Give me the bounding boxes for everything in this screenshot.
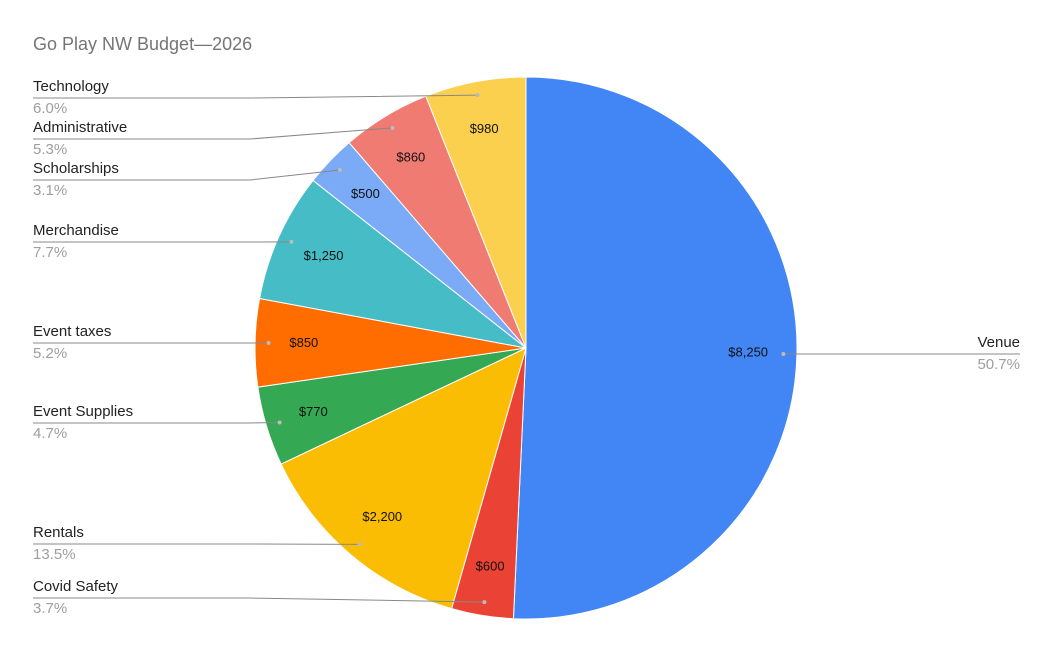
value-label: $600 (476, 559, 505, 574)
category-label: Rentals (33, 524, 84, 541)
percentage-label: 5.3% (33, 141, 67, 158)
leader-dot (337, 168, 342, 173)
category-label: Venue (977, 334, 1020, 351)
percentage-label: 4.7% (33, 425, 67, 442)
chart-title: Go Play NW Budget—2026 (33, 34, 252, 54)
percentage-label: 13.5% (33, 546, 76, 563)
percentage-label: 6.0% (33, 100, 67, 117)
pie-slice (280, 347, 527, 610)
leader-dot (357, 542, 362, 547)
value-label: $980 (470, 121, 499, 136)
category-label: Administrative (33, 119, 127, 136)
leader-dot (781, 351, 786, 356)
value-label: $1,250 (304, 248, 344, 263)
value-label: $850 (289, 335, 318, 350)
value-label: $860 (396, 149, 425, 164)
category-label: Covid Safety (33, 578, 119, 595)
value-label: $8,250 (728, 345, 768, 360)
percentage-label: 3.7% (33, 600, 67, 617)
leader-line (33, 597, 485, 603)
category-label: Event Supplies (33, 403, 133, 420)
percentage-label: 3.1% (33, 182, 67, 199)
value-label: $770 (299, 404, 328, 419)
percentage-label: 5.2% (33, 345, 67, 362)
percentage-label: 7.7% (33, 244, 67, 261)
leader-dot (475, 93, 480, 98)
percentage-label: 50.7% (977, 356, 1020, 373)
leader-line (33, 127, 393, 140)
leader-dot (277, 420, 282, 425)
leader-dot (266, 341, 271, 346)
leader-dot (390, 125, 395, 130)
leader-dot (482, 600, 487, 605)
value-label: $2,200 (362, 509, 402, 524)
category-label: Merchandise (33, 222, 119, 239)
value-label: $500 (351, 186, 380, 201)
leader-line (33, 94, 478, 99)
category-label: Technology (33, 78, 109, 95)
category-label: Scholarships (33, 160, 119, 177)
leader-line (33, 169, 341, 181)
pie-slice (258, 179, 527, 349)
category-label: Event taxes (33, 323, 111, 340)
leader-dot (289, 239, 294, 244)
